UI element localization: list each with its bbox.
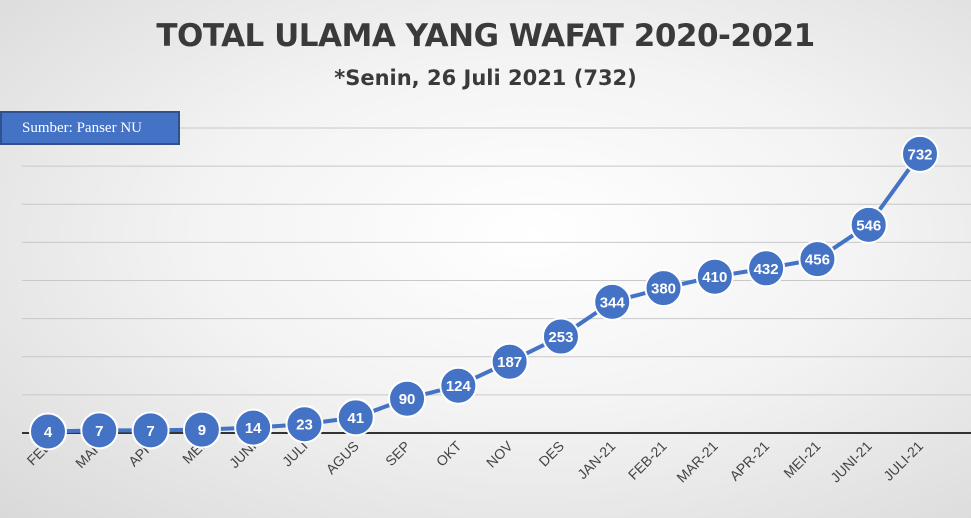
data-point xyxy=(131,411,170,450)
data-point xyxy=(336,398,375,437)
data-point xyxy=(490,342,529,381)
data-label: 546 xyxy=(856,217,881,234)
data-label: 732 xyxy=(907,146,932,163)
data-label: 456 xyxy=(805,252,830,269)
x-tick-label: APR-21 xyxy=(726,438,772,484)
data-point xyxy=(798,240,837,279)
data-point xyxy=(901,134,939,173)
data-point xyxy=(849,205,888,244)
data-point xyxy=(182,410,221,449)
data-point xyxy=(644,269,683,308)
series-line xyxy=(47,152,922,434)
data-label: 4 xyxy=(44,424,53,441)
data-label: 124 xyxy=(446,378,472,395)
data-point xyxy=(541,317,580,356)
data-label: 41 xyxy=(347,410,364,427)
data-point xyxy=(29,412,67,451)
data-point xyxy=(234,408,273,447)
x-tick-label: DES xyxy=(535,438,567,470)
data-point xyxy=(695,257,734,296)
x-tick-label: JULI-21 xyxy=(880,438,926,484)
source-label: Sumber: Panser NU xyxy=(0,111,180,145)
data-label: 14 xyxy=(245,420,262,437)
x-tick-label: JUNI-21 xyxy=(827,438,875,486)
x-tick-label: MEI-21 xyxy=(780,438,823,481)
data-point xyxy=(747,249,786,288)
data-point xyxy=(439,366,478,405)
x-tick-label: FEB-21 xyxy=(625,438,670,483)
data-label: 380 xyxy=(651,281,676,298)
data-label: 253 xyxy=(548,329,573,346)
data-point xyxy=(80,411,119,450)
gridlines xyxy=(22,127,971,396)
x-tick-label: OKT xyxy=(433,437,465,469)
data-label: 7 xyxy=(95,423,103,440)
data-label: 432 xyxy=(754,261,779,278)
x-tick-label: JAN-21 xyxy=(574,438,618,482)
chart-subtitle: *Senin, 26 Juli 2021 (732) xyxy=(334,66,637,90)
data-point xyxy=(285,405,324,444)
x-tick-label: AGUS xyxy=(323,438,362,477)
data-label: 23 xyxy=(296,417,313,434)
data-label: 410 xyxy=(702,269,727,286)
data-point xyxy=(388,379,427,418)
data-label: 9 xyxy=(198,422,206,439)
data-label: 90 xyxy=(399,391,416,408)
data-label: 344 xyxy=(600,294,626,311)
data-label: 7 xyxy=(146,423,154,440)
data-point xyxy=(593,282,632,321)
x-tick-label: SEP xyxy=(382,438,413,469)
x-tick-label: NOV xyxy=(483,437,516,470)
x-tick-label: MAR-21 xyxy=(673,438,721,486)
series-line-path xyxy=(47,152,922,434)
data-markers: 4 7 7 9 14 23 41 90 124 187 253 344 380 410 432 456 546 7… xyxy=(29,134,939,451)
data-label: 187 xyxy=(497,354,522,371)
chart-title: TOTAL ULAMA YANG WAFAT 2020-2021 xyxy=(156,18,815,54)
